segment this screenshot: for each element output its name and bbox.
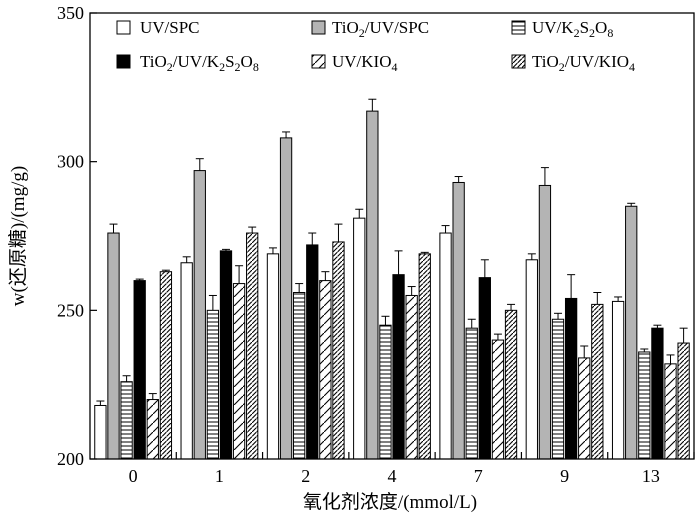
bar-tio2-uv-spc (193, 170, 206, 460)
x-tick-label: 9 (560, 466, 569, 486)
bar-uv-k2s2o8 (293, 291, 306, 460)
legend-label-tio2-uv-spc: TiO2/UV/SPC (332, 18, 429, 40)
bar-uv-spc (439, 232, 452, 460)
legend: UV/SPC TiO2/UV/SPC UV/K2S2O8 TiO2/UV/K2S… (116, 18, 635, 74)
bar-tio2-uv-k2s2o8 (306, 244, 319, 460)
y-tick-label: 300 (57, 152, 84, 172)
plot-frame (89, 12, 695, 460)
y-tick-label: 200 (57, 449, 84, 469)
bar-uv-kio4 (405, 294, 418, 460)
bar-tio2-uv-spc (107, 232, 120, 460)
bar-tio2-uv-spc (538, 184, 552, 460)
y-tick-label: 350 (57, 3, 84, 23)
bar-tio2-uv-kio4 (418, 253, 431, 460)
bar-uv-k2s2o8 (379, 324, 392, 460)
bar-uv-k2s2o8 (551, 318, 565, 460)
bar-tio2-uv-spc (452, 181, 465, 460)
x-tick-label: 1 (215, 466, 224, 486)
bar-uv-k2s2o8 (638, 351, 651, 460)
bar-uv-kio4 (664, 363, 677, 460)
bar-tio2-uv-k2s2o8 (564, 297, 578, 460)
x-tick-label: 4 (388, 466, 397, 486)
y-axis-label: w(还原糖)/(mg/g) (7, 166, 29, 306)
legend-swatch-tio2-uv-kio4 (511, 54, 526, 69)
bar-tio2-uv-k2s2o8 (478, 277, 491, 460)
bar-tio2-uv-spc (366, 110, 379, 460)
legend-label-uv-kio4: UV/KIO4 (332, 52, 398, 74)
bar-uv-spc (180, 262, 193, 460)
x-tick-label: 13 (642, 466, 660, 486)
legend-label-uv-k2s2o8: UV/K2S2O8 (532, 18, 613, 40)
bar-uv-spc (94, 404, 107, 460)
x-tick-label: 7 (474, 466, 483, 486)
bar-tio2-uv-kio4 (159, 271, 173, 460)
bar-uv-k2s2o8 (465, 327, 478, 460)
legend-swatch-uv-kio4 (311, 54, 326, 69)
bar-tio2-uv-k2s2o8 (392, 274, 405, 460)
legend-label-uv-spc: UV/SPC (140, 18, 200, 37)
x-axis-label: 氧化剂浓度/(mmol/L) (303, 491, 477, 513)
bar-uv-kio4 (319, 280, 332, 460)
bar-tio2-uv-k2s2o8 (651, 327, 664, 460)
bar-uv-spc (353, 217, 366, 460)
y-tick-label: 250 (57, 300, 84, 320)
legend-swatch-uv-k2s2o8 (511, 20, 526, 35)
bar-uv-spc (525, 259, 538, 460)
x-tick-label: 2 (301, 466, 310, 486)
bar-tio2-uv-spc (279, 137, 293, 460)
axes-layer: 200 250 300 350 0 1 2 4 7 9 13 (57, 3, 695, 486)
bar-tio2-uv-kio4 (504, 309, 518, 460)
bar-tio2-uv-kio4 (246, 232, 259, 460)
bar-tio2-uv-kio4 (332, 241, 345, 460)
bar-uv-kio4 (146, 399, 159, 460)
bar-tio2-uv-kio4 (677, 342, 690, 460)
bar-uv-kio4 (578, 357, 591, 460)
bar-uv-kio4 (491, 339, 505, 460)
bar-tio2-uv-k2s2o8 (219, 250, 233, 460)
bar-tio2-uv-k2s2o8 (133, 280, 146, 460)
bar-tio2-uv-kio4 (591, 303, 604, 460)
bar-uv-spc (611, 300, 625, 460)
legend-label-tio2-uv-k2s2o8: TiO2/UV/K2S2O8 (140, 52, 259, 74)
bars-layer (94, 98, 690, 460)
legend-swatch-uv-spc (116, 20, 131, 35)
bar-uv-spc (266, 253, 280, 460)
legend-swatch-tio2-uv-spc (311, 20, 326, 35)
x-tick-label: 0 (129, 466, 138, 486)
legend-label-tio2-uv-kio4: TiO2/UV/KIO4 (532, 52, 635, 74)
bar-tio2-uv-spc (625, 205, 638, 460)
bar-uv-kio4 (232, 283, 246, 460)
bar-uv-k2s2o8 (120, 381, 133, 460)
legend-swatch-tio2-uv-k2s2o8 (116, 54, 131, 69)
bar-uv-k2s2o8 (206, 309, 220, 460)
